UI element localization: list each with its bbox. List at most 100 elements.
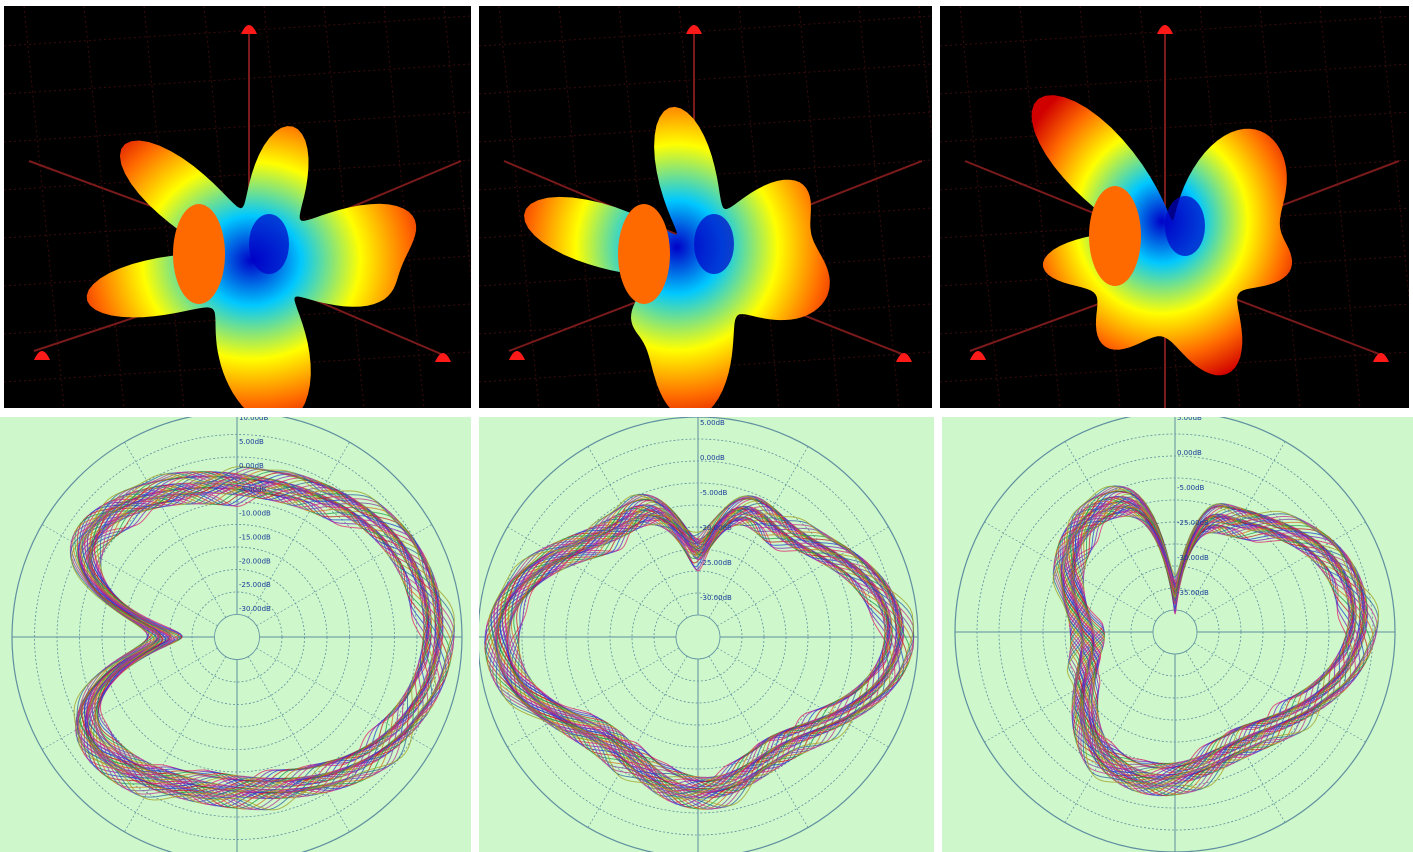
grid-line: [383, 6, 425, 408]
polar-spoke: [247, 441, 350, 618]
pattern-3d-panel-1: [4, 6, 471, 408]
surface-null: [694, 214, 734, 274]
radial-tick-label: 0.00dB: [1177, 449, 1202, 457]
axis-marker-icon: [1373, 353, 1389, 362]
axis-marker-icon: [509, 351, 525, 360]
polar-ring: [675, 614, 721, 660]
axis-marker-icon: [1157, 25, 1173, 34]
surface-null: [1165, 196, 1205, 256]
polar-spoke: [984, 521, 1157, 622]
pattern-trace: [499, 504, 904, 796]
polar-plot-3: 5.00dB 0.00dB -5.00dB -25.00dB -30.00dB -35.0…: [954, 417, 1396, 852]
grid-line: [443, 6, 471, 283]
pattern-trace: [1075, 510, 1356, 773]
polar-panel-3: 5.00dB 0.00dB -5.00dB -25.00dB -30.00dB -35.0…: [942, 417, 1413, 852]
pattern-3d-plot-2: [479, 6, 932, 408]
grid-line: [83, 6, 125, 408]
radial-tick-label: -30.00dB: [1177, 554, 1209, 562]
polar-spoke: [507, 526, 680, 627]
pattern-trace: [1062, 496, 1368, 779]
grid-line: [4, 15, 471, 47]
polar-spoke: [716, 526, 889, 627]
pattern-trace: [496, 507, 901, 792]
surface-lobe: [618, 204, 670, 304]
radiation-surface: [524, 106, 830, 408]
grid-line: [4, 63, 471, 95]
radial-tick-label: -20.00dB: [239, 557, 271, 565]
pattern-trace: [1072, 507, 1354, 781]
grid-line: [940, 63, 1409, 95]
polar-panel-1: 10.00dB 5.00dB 0.00dB -5.00dB -10.00dB -15.00…: [0, 417, 471, 852]
radial-tick-label: -20.00dB: [700, 524, 732, 532]
radial-tick-label: -35.00dB: [1177, 589, 1209, 597]
polar-spoke: [708, 655, 809, 828]
polar-spoke: [1193, 642, 1366, 743]
pattern-3d-plot-1: [4, 6, 471, 408]
pattern-trace: [91, 489, 433, 788]
pattern-trace: [77, 476, 442, 799]
pattern-trace: [488, 494, 914, 807]
polar-ring: [214, 614, 260, 660]
surface-null: [249, 214, 289, 274]
grid-line: [918, 6, 932, 142]
grid-line: [940, 351, 1409, 383]
radial-tick-label: -25.00dB: [1177, 519, 1209, 527]
pattern-trace: [81, 477, 444, 800]
pattern-trace: [70, 468, 455, 811]
polar-spoke: [1185, 441, 1286, 614]
polar-spoke: [984, 642, 1157, 743]
radial-tick-label: 5.00dB: [239, 438, 264, 446]
pattern-trace: [508, 517, 890, 781]
grid-line: [1019, 6, 1061, 408]
pattern-trace: [486, 496, 914, 810]
axis-marker-icon: [34, 351, 50, 360]
axis-marker-icon: [686, 25, 702, 34]
polar-spoke: [1064, 650, 1165, 823]
axis-marker-icon: [241, 25, 257, 34]
grid-line: [1379, 6, 1409, 303]
radial-tick-label: -25.00dB: [239, 581, 271, 589]
pattern-trace: [1063, 498, 1368, 781]
grid-line: [479, 63, 932, 95]
axis-marker-icon: [896, 353, 912, 362]
radial-tick-label: 5.00dB: [700, 419, 725, 427]
polar-spoke: [587, 446, 688, 619]
grid-line: [940, 255, 1409, 287]
radiation-surface: [86, 126, 417, 408]
pattern-3d-panel-3: [940, 6, 1409, 408]
radial-tick-label: 0.00dB: [700, 454, 725, 462]
axis-marker-icon: [970, 351, 986, 360]
radial-tick-label: -30.00dB: [700, 594, 732, 602]
grid-line: [959, 6, 1001, 408]
grid-line: [1319, 6, 1361, 408]
radial-tick-label: -5.00dB: [1177, 484, 1205, 492]
radial-tick-label: -10.00dB: [239, 510, 271, 518]
radial-tick-label: -15.00dB: [239, 533, 271, 541]
polar-grid: [11, 417, 463, 852]
grid-line: [798, 6, 840, 408]
polar-panel-2: 5.00dB 0.00dB -5.00dB -20.00dB -25.00dB -30.0…: [479, 417, 934, 852]
polar-spoke: [1185, 650, 1286, 823]
pattern-trace: [88, 487, 431, 788]
polar-spoke: [708, 446, 809, 619]
radial-tick-label: 10.00dB: [239, 417, 268, 422]
radial-tick-label: -25.00dB: [700, 559, 732, 567]
pattern-trace: [1052, 485, 1380, 790]
radial-tick-label: 0.00dB: [239, 462, 264, 470]
pattern-trace: [70, 466, 455, 811]
polar-plot-2: 5.00dB 0.00dB -5.00dB -20.00dB -25.00dB -30.0…: [479, 417, 919, 852]
polar-ring: [1152, 609, 1198, 655]
pattern-trace: [88, 483, 433, 795]
grid-line: [940, 159, 1409, 191]
axis-line: [503, 160, 705, 247]
pattern-trace: [510, 514, 893, 785]
polar-spoke: [587, 655, 688, 828]
polar-grid: [954, 417, 1396, 852]
grid-line: [479, 111, 932, 143]
pattern-trace: [1063, 497, 1365, 783]
polar-spoke: [716, 647, 889, 748]
polar-spoke: [124, 441, 227, 618]
grid-line: [940, 15, 1409, 47]
grid-line: [323, 6, 365, 408]
surface-lobe: [173, 204, 225, 304]
